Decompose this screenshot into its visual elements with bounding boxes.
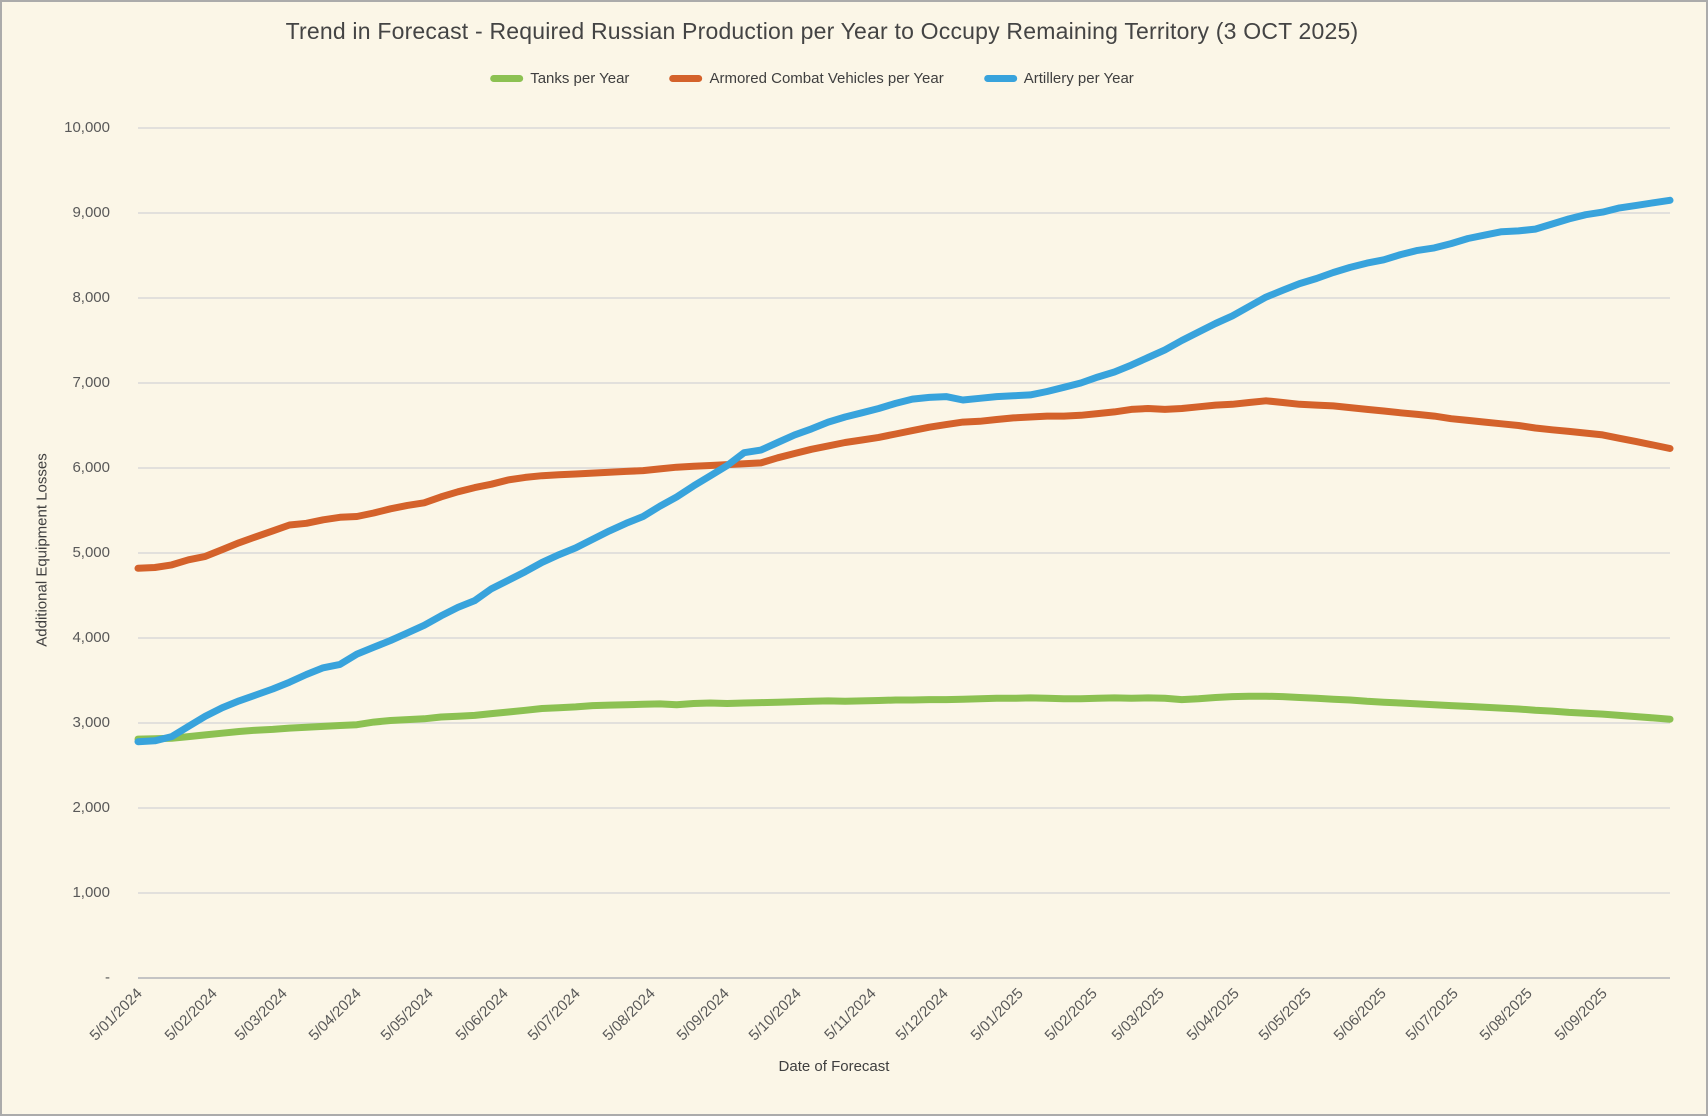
chart-title: Trend in Forecast - Required Russian Pro… xyxy=(285,18,1359,44)
y-tick-label: 3,000 xyxy=(72,714,110,731)
y-tick-label: 8,000 xyxy=(72,289,110,306)
tanks-series-swatch xyxy=(490,75,524,82)
y-tick-label: - xyxy=(105,969,110,986)
y-tick-label: 2,000 xyxy=(72,799,110,816)
y-tick-label: 7,000 xyxy=(72,374,110,391)
legend-item-tanks[interactable]: Tanks per Year xyxy=(490,70,629,87)
y-tick-label: 9,000 xyxy=(72,204,110,221)
acv-series-swatch xyxy=(669,75,703,82)
y-tick-label: 5,000 xyxy=(72,544,110,561)
legend-label-acv: Armored Combat Vehicles per Year xyxy=(709,70,944,87)
series-line-acv xyxy=(134,397,1674,572)
legend: Tanks per Year Armored Combat Vehicles p… xyxy=(490,70,1134,87)
legend-label-artillery: Artillery per Year xyxy=(1023,70,1134,87)
y-tick-label: 4,000 xyxy=(72,629,110,646)
y-tick-label: 6,000 xyxy=(72,459,110,476)
y-tick-label: 10,000 xyxy=(64,119,110,136)
series-line-artillery xyxy=(134,196,1674,746)
legend-item-artillery[interactable]: Artillery per Year xyxy=(983,70,1134,87)
legend-label-tanks: Tanks per Year xyxy=(530,70,630,87)
artillery-series-swatch xyxy=(983,75,1017,82)
series-line-tanks xyxy=(134,692,1674,743)
x-axis-title: Date of Forecast xyxy=(778,1058,890,1075)
legend-item-acv[interactable]: Armored Combat Vehicles per Year xyxy=(669,70,944,87)
y-tick-label: 1,000 xyxy=(72,884,110,901)
